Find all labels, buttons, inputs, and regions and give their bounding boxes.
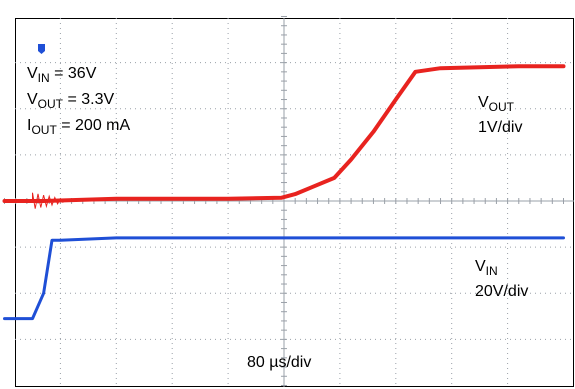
vout-cond-subscript: OUT [37, 97, 64, 111]
vout-ringing [32, 192, 64, 209]
iout-cond-symbol: I [27, 117, 32, 134]
vout-condition: VOUT = 3.3V [27, 89, 114, 111]
iout-condition: IOUT = 200 mA [27, 115, 130, 137]
vin-channel-subscript: IN [485, 264, 498, 278]
vout-cond-symbol: V [27, 91, 38, 108]
iout-cond-subscript: OUT [31, 123, 57, 137]
vout-channel-subscript: OUT [488, 100, 515, 114]
vin-trace [3, 236, 565, 321]
vout-trace [2, 64, 566, 203]
vout-cond-value: = 3.3V [63, 91, 115, 108]
vin-channel-label: VIN [475, 256, 498, 278]
vout-channel-label: VOUT [478, 92, 514, 114]
vin-condition: VIN = 36V [27, 63, 96, 85]
vin-channel-symbol: V [475, 258, 486, 275]
vin-cond-value: = 36V [49, 65, 97, 82]
trigger-marker-icon [38, 44, 45, 54]
vout-channel-symbol: V [478, 94, 489, 111]
timebase-label: 80 µs/div [247, 354, 312, 371]
vin-cond-symbol: V [27, 65, 38, 82]
vin-scale-label: 20V/div [475, 283, 529, 300]
vin-cond-subscript: IN [37, 71, 50, 85]
vout-scale-label: 1V/div [478, 119, 523, 136]
iout-cond-value: = 200 mA [56, 117, 131, 134]
